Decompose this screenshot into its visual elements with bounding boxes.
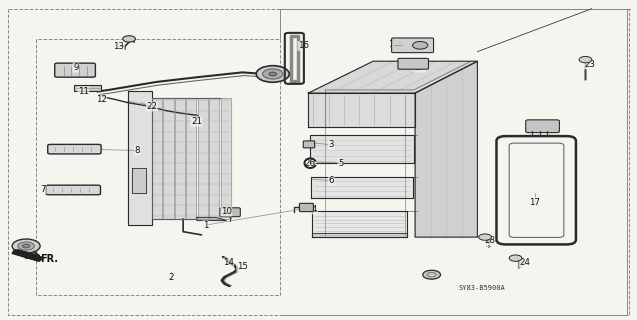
Polygon shape — [308, 61, 477, 93]
Text: 7: 7 — [41, 185, 46, 194]
Text: FR.: FR. — [40, 254, 58, 264]
Polygon shape — [175, 98, 185, 219]
Text: 10: 10 — [221, 207, 232, 216]
Text: 24: 24 — [520, 258, 531, 267]
Text: 3: 3 — [329, 140, 334, 149]
Text: 15: 15 — [237, 262, 248, 271]
Text: 26: 26 — [304, 159, 316, 168]
Polygon shape — [310, 135, 414, 163]
FancyBboxPatch shape — [55, 63, 96, 77]
Text: 11: 11 — [78, 87, 89, 96]
Text: 25: 25 — [427, 271, 438, 280]
Text: 19: 19 — [388, 40, 399, 49]
Polygon shape — [186, 98, 196, 219]
Text: 23: 23 — [584, 60, 596, 69]
FancyBboxPatch shape — [48, 144, 101, 154]
Circle shape — [579, 56, 592, 63]
Circle shape — [262, 69, 283, 79]
FancyBboxPatch shape — [392, 38, 434, 52]
Circle shape — [509, 255, 522, 261]
FancyBboxPatch shape — [398, 58, 429, 69]
Polygon shape — [308, 93, 415, 126]
Text: 29: 29 — [261, 73, 271, 82]
Text: 9: 9 — [73, 63, 78, 72]
FancyBboxPatch shape — [526, 120, 559, 132]
Text: 27: 27 — [415, 63, 426, 72]
Text: 22: 22 — [147, 102, 157, 111]
Polygon shape — [209, 98, 219, 219]
Circle shape — [12, 239, 40, 253]
Circle shape — [22, 244, 30, 248]
Text: 1: 1 — [203, 221, 208, 230]
Polygon shape — [12, 250, 44, 261]
Text: 18: 18 — [22, 252, 34, 261]
Polygon shape — [132, 168, 146, 194]
Text: SY83-B5900A: SY83-B5900A — [459, 285, 505, 291]
Polygon shape — [312, 233, 408, 237]
Text: 21: 21 — [191, 117, 202, 126]
Polygon shape — [220, 98, 231, 219]
Text: 8: 8 — [134, 146, 140, 155]
Text: 17: 17 — [529, 197, 540, 206]
Polygon shape — [312, 211, 408, 237]
Text: 6: 6 — [329, 176, 334, 185]
FancyBboxPatch shape — [299, 203, 313, 212]
Circle shape — [256, 66, 289, 82]
Polygon shape — [152, 98, 162, 219]
Polygon shape — [415, 61, 477, 237]
Circle shape — [123, 36, 136, 42]
Polygon shape — [197, 98, 208, 219]
Circle shape — [423, 270, 441, 279]
Polygon shape — [311, 177, 413, 198]
Text: 4: 4 — [312, 205, 317, 214]
Circle shape — [413, 42, 428, 49]
Text: 20: 20 — [529, 122, 540, 131]
FancyBboxPatch shape — [46, 185, 101, 195]
Text: 28: 28 — [485, 236, 496, 245]
Text: 2: 2 — [168, 273, 174, 282]
Text: 13: 13 — [113, 42, 124, 52]
Polygon shape — [164, 98, 173, 219]
Polygon shape — [128, 92, 152, 225]
FancyBboxPatch shape — [75, 85, 101, 91]
Polygon shape — [197, 217, 226, 220]
Circle shape — [478, 234, 491, 240]
Circle shape — [18, 242, 34, 250]
Text: 12: 12 — [96, 95, 106, 104]
Circle shape — [269, 72, 276, 76]
FancyBboxPatch shape — [303, 141, 315, 148]
FancyBboxPatch shape — [220, 208, 240, 217]
Text: 16: 16 — [297, 41, 309, 51]
Text: 14: 14 — [223, 258, 234, 267]
Text: 5: 5 — [338, 159, 343, 168]
